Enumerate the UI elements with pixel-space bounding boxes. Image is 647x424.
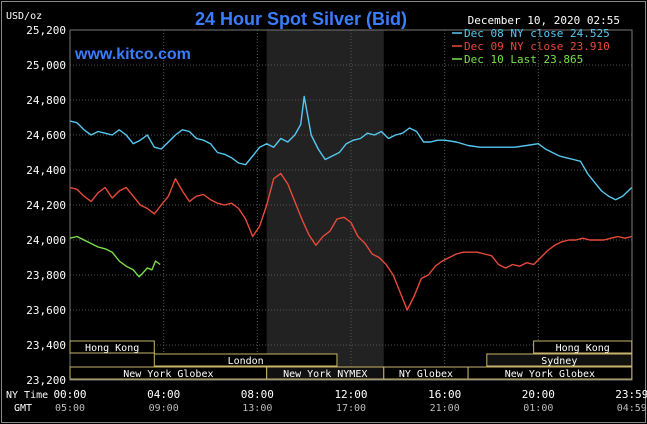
session-label: Hong Kong [85,343,139,354]
y-tick-label: 24,000 [26,234,66,247]
session-box [467,366,633,380]
series-line-0 [69,95,633,201]
y-tick-label: 23,200 [26,374,66,387]
session-label: Sydney [541,356,577,367]
chart-title: 24 Hour Spot Silver (Bid) [195,9,407,29]
y-tick-label: 24,200 [26,199,66,212]
x-tick-label: 23:59 [615,388,647,401]
gmt-tick-label: 05:00 [55,403,85,414]
x-tick-label: 12:00 [334,388,367,401]
x-tick-label: 20:00 [522,388,555,401]
y-tick-label: 23,600 [26,304,66,317]
gmt-tick-label: 17:00 [336,403,366,414]
watermark: www.kitco.com [74,46,191,63]
session-label: New York Globex [123,369,213,380]
y-tick-label: 23,800 [26,269,66,282]
gmt-tick-label: 01:00 [523,403,553,414]
session-label: New York Globex [505,369,595,380]
x-tick-label: 00:00 [53,388,86,401]
x-tick-label: 08:00 [241,388,274,401]
series-layer [69,95,633,311]
y-tick-label: 24,600 [26,129,66,142]
session-label: New York NYMEX [283,369,367,380]
gmt-tick-label: 04:59 [617,403,647,414]
y-tick-label: 24,800 [26,94,66,107]
legend-entry: Dec 09 NY close 23.910 [464,40,610,53]
session-box [69,340,155,354]
gmt-tick-label: 21:00 [430,403,460,414]
series-line-2 [69,235,161,278]
x-tick-labels: 00:00 04:00 08:00 12:00 16:00 20:00 23:59 05:00… [53,388,647,414]
y-tick-label: 25,000 [26,59,66,72]
y-tick-labels: 25,200 25,000 24,800 24,600 24,400 24,200 24,0… [26,24,66,387]
x-row-label-ny: NY Time [6,390,48,401]
session-box [486,353,633,367]
y-tick-label: 23,400 [26,339,66,352]
y-tick-label: 24,400 [26,164,66,177]
session-label: London [228,356,264,367]
session-box [153,353,338,367]
x-tick-label: 04:00 [147,388,180,401]
legend-entry: Dec 10 Last 23.865 [464,53,583,66]
x-tick-label: 16:00 [428,388,461,401]
gmt-tick-label: 09:00 [149,403,179,414]
y-axis-unit-label: USD/oz [6,11,42,22]
session-box [533,340,633,354]
gmt-tick-label: 13:00 [242,403,272,414]
y-tick-label: 25,200 [26,24,66,37]
x-row-label-gmt: GMT [14,403,32,414]
plot-border [69,29,633,381]
legend-entry: Dec 08 NY close 24.525 [464,27,610,40]
series-line-1 [69,172,632,311]
session-label: NY Globex [399,369,453,380]
session-label: Hong Kong [556,343,610,354]
market-session-layer: Hong Kong Hong Kong London Sydney New York G… [69,340,633,380]
timestamp: December 10, 2020 02:55 [468,14,620,27]
